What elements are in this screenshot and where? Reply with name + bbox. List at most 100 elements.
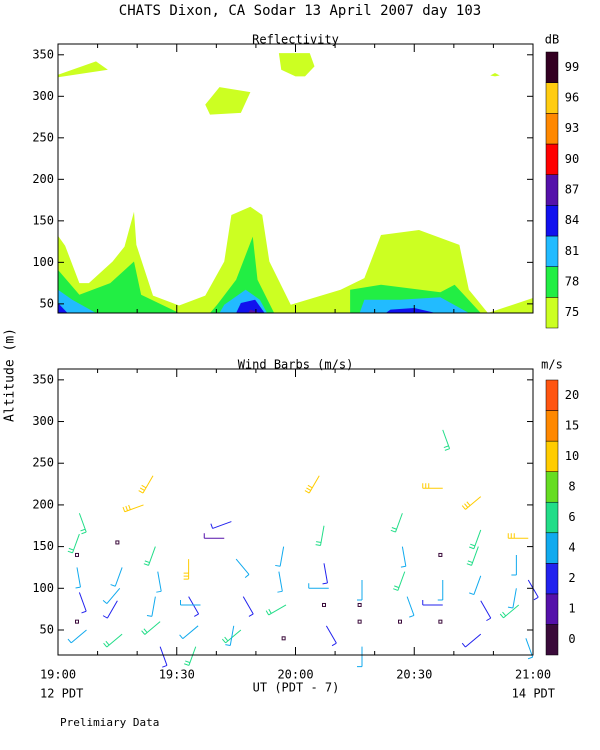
colorbar-segment bbox=[545, 174, 559, 206]
colorbar-segment bbox=[545, 235, 559, 267]
contour-region bbox=[490, 73, 500, 77]
wind-barb bbox=[138, 475, 154, 494]
y-tick-label: 300 bbox=[32, 414, 54, 428]
y-tick-label: 250 bbox=[32, 130, 54, 144]
y-tick-label: 150 bbox=[32, 213, 54, 227]
colorbar-tick-label: 99 bbox=[565, 60, 579, 74]
contour-region bbox=[58, 61, 108, 78]
x-end-label: 14 PDT bbox=[512, 687, 555, 701]
x-axis-label: UT (PDT - 7) bbox=[253, 681, 340, 695]
y-tick-label: 200 bbox=[32, 172, 54, 186]
wind-barb bbox=[203, 533, 225, 539]
wind-barb bbox=[406, 596, 415, 618]
wind-barb bbox=[304, 475, 320, 494]
wind-barb bbox=[221, 629, 242, 644]
wind-barb bbox=[400, 546, 407, 568]
wind-barb bbox=[122, 504, 144, 513]
colorbar-tick-label: 81 bbox=[565, 244, 579, 258]
y-axis-label: Altitude (m) bbox=[3, 328, 18, 422]
calm-marker bbox=[357, 602, 362, 607]
y-tick-label: 300 bbox=[32, 89, 54, 103]
calm-marker bbox=[75, 552, 79, 557]
wind-barb bbox=[469, 575, 482, 596]
colorbar-segment bbox=[545, 593, 559, 625]
calm-marker bbox=[75, 619, 79, 624]
wind-barb bbox=[461, 496, 482, 510]
wind-barb bbox=[277, 571, 283, 593]
wind-barb bbox=[78, 513, 87, 535]
contour-region bbox=[278, 53, 315, 77]
wind-barb bbox=[210, 521, 232, 529]
wind-barb bbox=[469, 529, 482, 550]
colorbar-tick-label: 90 bbox=[565, 152, 579, 166]
contour-region bbox=[58, 206, 533, 313]
colorbar-segment bbox=[545, 471, 559, 503]
wind-barb bbox=[242, 596, 254, 617]
calm-marker bbox=[438, 619, 443, 624]
colorbar-label: m/s bbox=[541, 358, 563, 372]
wind-barb bbox=[143, 546, 156, 566]
colorbar-segment bbox=[545, 51, 559, 83]
colorbar-segment bbox=[545, 297, 559, 329]
colorbar-tick-label: 0 bbox=[568, 632, 575, 646]
note: Prelimiary Data bbox=[60, 716, 159, 729]
contour-region bbox=[236, 299, 265, 313]
wind-barb bbox=[499, 604, 520, 619]
colorbar-tick-label: 78 bbox=[565, 275, 579, 289]
wind-barb bbox=[235, 558, 250, 579]
wind-barb bbox=[159, 646, 168, 668]
panel-title: Reflectivity bbox=[252, 33, 339, 47]
y-tick-label: 100 bbox=[32, 255, 54, 269]
x-tick-label: 20:30 bbox=[396, 668, 432, 682]
y-tick-label: 200 bbox=[32, 497, 54, 511]
y-tick-label: 150 bbox=[32, 539, 54, 553]
wind-barb bbox=[507, 588, 517, 609]
plot-frame bbox=[57, 368, 534, 656]
colorbar-tick-label: 2 bbox=[568, 571, 575, 585]
calm-marker bbox=[438, 552, 443, 557]
contour-region bbox=[210, 236, 275, 313]
wind-barb bbox=[461, 633, 482, 648]
colorbar-segment bbox=[545, 143, 559, 175]
wind-barb bbox=[507, 533, 529, 539]
wind-barb bbox=[422, 483, 443, 489]
colorbar-tick-label: 20 bbox=[565, 388, 579, 402]
panel-title: Wind Barbs (m/s) bbox=[238, 358, 354, 372]
calm-marker bbox=[398, 619, 402, 624]
contour-region bbox=[205, 87, 251, 115]
colorbar-segment bbox=[545, 501, 559, 534]
colorbar-segment bbox=[545, 563, 559, 595]
wind-barb bbox=[156, 571, 162, 593]
colorbar-tick-label: 75 bbox=[565, 305, 579, 319]
colorbar-tick-label: 93 bbox=[565, 121, 579, 135]
y-tick-label: 50 bbox=[40, 296, 54, 310]
wind-barb bbox=[102, 587, 121, 604]
wind-barb bbox=[179, 625, 199, 640]
colorbar-segment bbox=[545, 205, 559, 237]
calm-marker bbox=[322, 602, 326, 607]
colorbar-tick-label: 10 bbox=[565, 449, 579, 463]
wind-barb bbox=[525, 638, 534, 660]
y-tick-label: 350 bbox=[32, 47, 54, 61]
x-tick-label: 21:00 bbox=[515, 668, 551, 682]
colorbar-segment bbox=[545, 440, 559, 472]
contour-region bbox=[58, 261, 180, 313]
contour-region bbox=[385, 308, 436, 313]
colorbar-tick-label: 84 bbox=[565, 213, 579, 227]
x-tick-label: 20:00 bbox=[277, 668, 313, 682]
wind-barb bbox=[480, 600, 492, 622]
colorbar-label: dB bbox=[545, 33, 559, 47]
colorbar-segment bbox=[545, 266, 559, 298]
wind-barb bbox=[180, 599, 201, 606]
wind-barb bbox=[393, 571, 406, 591]
wind-barb bbox=[183, 559, 190, 580]
wind-barb bbox=[466, 546, 479, 566]
wind-barb bbox=[146, 596, 156, 617]
contour-region bbox=[248, 309, 260, 313]
wind-barb bbox=[422, 599, 443, 606]
wind-barb bbox=[184, 646, 197, 666]
colorbar-tick-label: 4 bbox=[568, 541, 575, 555]
wind-barb bbox=[102, 600, 118, 619]
contour-region bbox=[58, 289, 96, 313]
wind-barb bbox=[390, 513, 403, 533]
